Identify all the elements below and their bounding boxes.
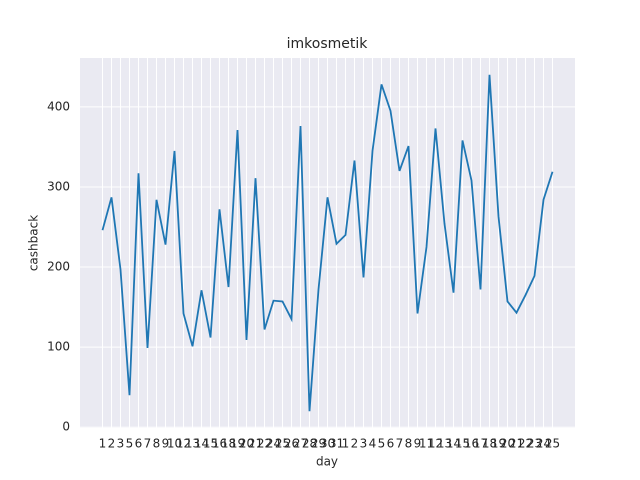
x-tick-label: 13 (437, 437, 452, 451)
x-tick-label: 22 (257, 437, 272, 451)
x-tick-label: 25 (275, 437, 290, 451)
x-tick-label: 28 (302, 437, 317, 451)
x-tick-label: 31 (329, 437, 344, 451)
x-tick-label: 24 (536, 437, 551, 451)
data-line (101, 74, 554, 412)
x-tick-label: 8 (405, 437, 413, 451)
x-tick-label: 29 (311, 437, 326, 451)
x-tick-label: 5 (378, 437, 386, 451)
x-tick-label: 4 (369, 437, 377, 451)
y-tick-label: 200 (47, 260, 70, 274)
y-tick-label: 0 (62, 420, 70, 434)
x-tick-label: 21 (509, 437, 524, 451)
x-tick-label: 14 (194, 437, 209, 451)
x-tick-label: 26 (284, 437, 299, 451)
x-tick-label: 30 (320, 437, 335, 451)
x-tick-label: 23 (527, 437, 542, 451)
x-tick-label: 7 (144, 437, 152, 451)
x-tick-label: 2 (351, 437, 359, 451)
x-tick-label: 6 (387, 437, 395, 451)
x-tick-label: 7 (396, 437, 404, 451)
x-tick-label: 16 (212, 437, 227, 451)
x-tick-label: 27 (293, 437, 308, 451)
x-tick-label: 8 (153, 437, 161, 451)
x-tick-label: 15 (455, 437, 470, 451)
x-tick-label: 3 (117, 437, 125, 451)
x-tick-label: 25 (545, 437, 560, 451)
x-tick-label: 1 (342, 437, 350, 451)
x-tick-label: 5 (126, 437, 134, 451)
x-tick-label: 12 (428, 437, 443, 451)
x-tick-label: 22 (518, 437, 533, 451)
y-axis-label: cashback (27, 215, 41, 271)
x-tick-label: 10 (167, 437, 182, 451)
x-tick-label: 11 (419, 437, 434, 451)
x-tick-label: 24 (266, 437, 281, 451)
y-tick-label: 300 (47, 179, 70, 193)
x-tick-label: 15 (203, 437, 218, 451)
x-tick-label: 16 (464, 437, 479, 451)
y-tick-label: 400 (47, 99, 70, 113)
y-tick-label: 100 (47, 340, 70, 354)
x-tick-label: 20 (500, 437, 515, 451)
x-tick-label: 17 (473, 437, 488, 451)
x-tick-label: 19 (491, 437, 506, 451)
x-tick-label: 13 (185, 437, 200, 451)
x-tick-label: 9 (414, 437, 422, 451)
x-tick-label: 18 (221, 437, 236, 451)
x-tick-label: 12 (176, 437, 191, 451)
x-tick-label: 9 (162, 437, 170, 451)
x-axis-label: day (316, 455, 338, 469)
chart-title: imkosmetik (287, 36, 369, 52)
x-tick-label: 6 (135, 437, 143, 451)
x-tick-label: 2 (108, 437, 116, 451)
x-tick-label: 14 (446, 437, 461, 451)
x-tick-label: 20 (239, 437, 254, 451)
x-tick-label: 19 (230, 437, 245, 451)
x-tick-label: 3 (360, 437, 368, 451)
x-tick-label: 18 (482, 437, 497, 451)
x-tick-label: 1 (99, 437, 107, 451)
x-tick-label: 21 (248, 437, 263, 451)
